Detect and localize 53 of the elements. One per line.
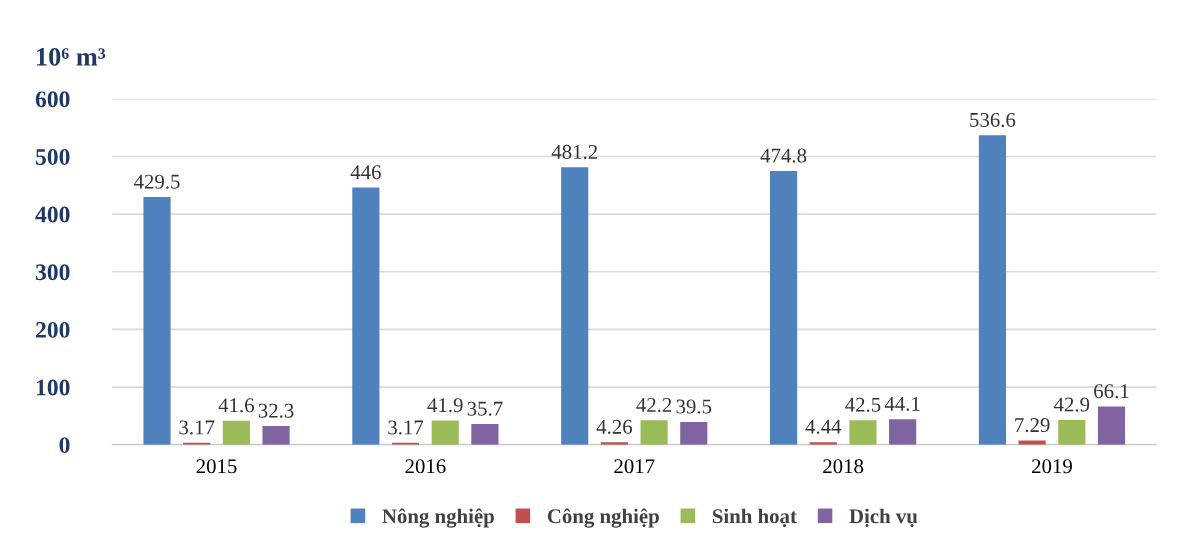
y-tick-label: 500 [35, 148, 70, 165]
x-tick-label: 2019 [1032, 459, 1072, 474]
x-tick-label: 2015 [196, 459, 237, 474]
data-label: 42.2 [636, 397, 672, 413]
bar [640, 420, 668, 445]
bar [143, 197, 171, 445]
y-tick-label: 600 [35, 91, 70, 108]
data-label: 4.26 [596, 419, 633, 434]
bar [431, 420, 459, 445]
data-label: 66.1 [1094, 384, 1129, 399]
data-label: 39.5 [676, 399, 712, 414]
data-label: 35.7 [467, 401, 503, 416]
legend-label: Dịch vụ [849, 508, 918, 528]
y-tick-label: 300 [35, 264, 70, 281]
data-label: 41.6 [218, 398, 254, 413]
x-tick-label: 2016 [405, 459, 446, 474]
bar [978, 135, 1007, 445]
data-label: 474.8 [760, 148, 807, 163]
bar [471, 424, 499, 445]
legend-label: Sinh hoạt [712, 508, 797, 528]
data-label: 536.6 [970, 112, 1016, 128]
bar [1058, 419, 1086, 445]
bar [849, 420, 877, 445]
data-label: 3.17 [388, 420, 424, 435]
data-label: 481.2 [551, 144, 598, 159]
x-tick-label: 2018 [823, 459, 864, 474]
legend-label: Nông nghiệp [382, 508, 494, 528]
data-label: 4.44 [805, 419, 842, 434]
bar [352, 187, 380, 445]
bar [770, 170, 798, 445]
y-axis-title: 10⁶ m³ [37, 47, 106, 66]
y-tick-label: 200 [36, 321, 70, 338]
data-label: 7.29 [1015, 418, 1050, 433]
bar [222, 420, 250, 445]
y-tick-label: 100 [36, 379, 70, 396]
y-tick-label: 0 [59, 437, 70, 454]
data-label: 42.5 [845, 397, 881, 412]
bar [262, 426, 290, 445]
y-tick-label: 400 [35, 206, 70, 223]
bar [1097, 406, 1126, 445]
bar [680, 421, 708, 445]
bar [561, 167, 589, 445]
legend-label: Công nghiệp [547, 508, 659, 528]
bar [889, 419, 917, 445]
data-label: 3.17 [179, 420, 215, 435]
data-label: 32.3 [258, 403, 294, 418]
data-label: 429.5 [133, 174, 180, 189]
x-tick-label: 2017 [614, 459, 655, 474]
data-label: 44.1 [884, 396, 920, 411]
data-label: 41.9 [427, 398, 463, 413]
data-label: 446 [350, 165, 381, 180]
bar [1018, 440, 1046, 445]
data-label: 42.9 [1053, 397, 1090, 412]
